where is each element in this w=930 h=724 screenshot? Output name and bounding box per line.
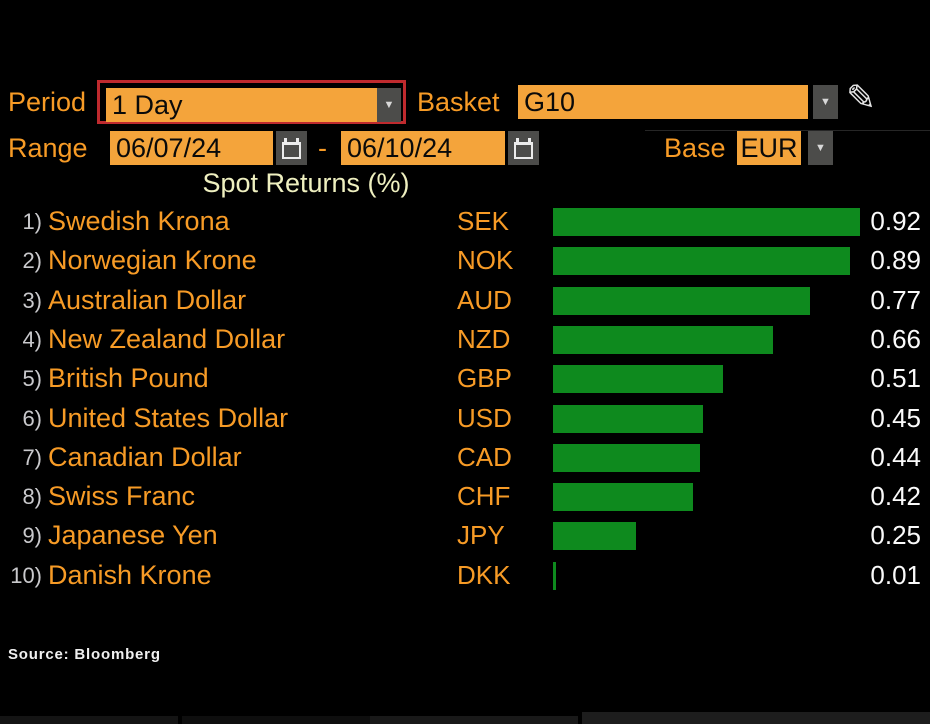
- currency-code: GBP: [457, 363, 512, 394]
- currency-code: CAD: [457, 441, 512, 472]
- currency-row: 2) Norwegian Krone NOK 0.89: [0, 241, 930, 280]
- base-currency-dropdown[interactable]: EUR: [737, 131, 801, 165]
- range-label: Range: [8, 133, 88, 163]
- return-bar: [553, 443, 700, 472]
- range-end-value[interactable]: 06/10/24: [347, 133, 453, 163]
- currency-code: NOK: [457, 245, 514, 276]
- chart-title: Spot Returns (%): [202, 168, 410, 198]
- currency-row: 4) New Zealand Dollar NZD 0.66: [0, 320, 930, 359]
- chevron-down-icon[interactable]: ▼: [808, 131, 833, 165]
- currency-name: Norwegian Krone: [48, 245, 257, 276]
- return-value: 0.66: [870, 323, 921, 354]
- period-value[interactable]: 1 Day: [106, 88, 377, 122]
- source-attribution: Source: Bloomberg: [8, 646, 161, 663]
- return-bar: [553, 483, 693, 512]
- row-rank: 9): [22, 523, 42, 549]
- calendar-icon[interactable]: [508, 131, 539, 165]
- currency-code: NZD: [457, 323, 511, 354]
- currency-code: USD: [457, 402, 512, 433]
- return-bar: [553, 325, 773, 354]
- row-rank: 10): [10, 562, 42, 588]
- currency-row: 5) British Pound GBP 0.51: [0, 359, 930, 398]
- range-start-value[interactable]: 06/07/24: [116, 133, 222, 163]
- currency-name: United States Dollar: [48, 402, 289, 433]
- return-bar: [553, 522, 636, 551]
- return-bar: [553, 247, 850, 276]
- currency-row: 3) Australian Dollar AUD 0.77: [0, 281, 930, 320]
- row-rank: 7): [22, 444, 42, 470]
- currency-name: Swiss Franc: [48, 481, 196, 512]
- row-rank: 3): [22, 287, 42, 313]
- calendar-glyph: [514, 137, 533, 159]
- row-rank: 8): [22, 484, 42, 510]
- currency-code: JPY: [457, 520, 505, 551]
- period-dropdown-highlight: 1 Day ▼: [97, 80, 406, 124]
- return-bar: [553, 561, 556, 590]
- currency-name: Japanese Yen: [48, 520, 218, 551]
- return-value: 0.89: [870, 245, 921, 276]
- currency-row: 8) Swiss Franc CHF 0.42: [0, 477, 930, 516]
- currency-name: Canadian Dollar: [48, 441, 242, 472]
- return-value: 0.45: [870, 402, 921, 433]
- currency-row: 7) Canadian Dollar CAD 0.44: [0, 438, 930, 477]
- row-rank: 5): [22, 366, 42, 392]
- currency-row: 1) Swedish Krona SEK 0.92: [0, 202, 930, 241]
- row-rank: 6): [22, 405, 42, 431]
- base-currency-value[interactable]: EUR: [740, 133, 798, 163]
- return-value: 0.01: [870, 559, 921, 590]
- pencil-edit-icon[interactable]: ✎: [846, 77, 877, 118]
- return-bar: [553, 404, 703, 433]
- chevron-down-icon[interactable]: ▼: [813, 85, 838, 119]
- currency-code: DKK: [457, 559, 511, 590]
- period-label: Period: [8, 87, 87, 117]
- calendar-icon[interactable]: [276, 131, 307, 165]
- currency-code: AUD: [457, 284, 512, 315]
- currency-code: CHF: [457, 481, 511, 512]
- currency-name: Swedish Krona: [48, 206, 230, 236]
- return-value: 0.25: [870, 520, 921, 551]
- currency-row: 9) Japanese Yen JPY 0.25: [0, 516, 930, 555]
- calendar-glyph: [282, 137, 301, 159]
- row-rank: 1): [22, 209, 42, 234]
- dropdown-arrow-glyph: ▼: [815, 142, 826, 154]
- range-separator: -: [318, 133, 327, 163]
- return-value: 0.77: [870, 284, 921, 315]
- taskbar-segment: [0, 716, 178, 724]
- currency-name: British Pound: [48, 363, 209, 394]
- row-rank: 4): [22, 326, 42, 352]
- currency-row: 6) United States Dollar USD 0.45: [0, 399, 930, 438]
- range-end-input[interactable]: 06/10/24: [341, 131, 505, 165]
- return-bar: [553, 365, 723, 394]
- return-value: 0.42: [870, 481, 921, 512]
- period-dropdown[interactable]: 1 Day ▼: [106, 88, 401, 122]
- currency-name: New Zealand Dollar: [48, 323, 286, 354]
- taskbar-segment: [182, 716, 370, 724]
- taskbar-segment: [370, 716, 578, 724]
- basket-value[interactable]: G10: [524, 87, 576, 117]
- basket-label: Basket: [417, 87, 500, 117]
- return-bar: [553, 286, 810, 315]
- range-start-input[interactable]: 06/07/24: [110, 131, 273, 165]
- currency-name: Danish Krone: [48, 559, 212, 590]
- return-value: 0.44: [870, 441, 921, 472]
- basket-dropdown[interactable]: G10: [518, 85, 808, 119]
- return-value: 0.92: [870, 206, 921, 236]
- taskbar-segment: [582, 712, 930, 724]
- chevron-down-icon[interactable]: ▼: [377, 88, 401, 122]
- row-rank: 2): [22, 248, 42, 274]
- dropdown-arrow-glyph: ▼: [820, 96, 831, 108]
- return-bar: [553, 208, 860, 236]
- currency-code: SEK: [457, 206, 510, 236]
- panel-divider: [645, 130, 930, 131]
- currency-row: 10) Danish Krone DKK 0.01: [0, 556, 930, 595]
- base-label: Base: [664, 133, 726, 163]
- currency-name: Australian Dollar: [48, 284, 247, 315]
- return-value: 0.51: [870, 363, 921, 394]
